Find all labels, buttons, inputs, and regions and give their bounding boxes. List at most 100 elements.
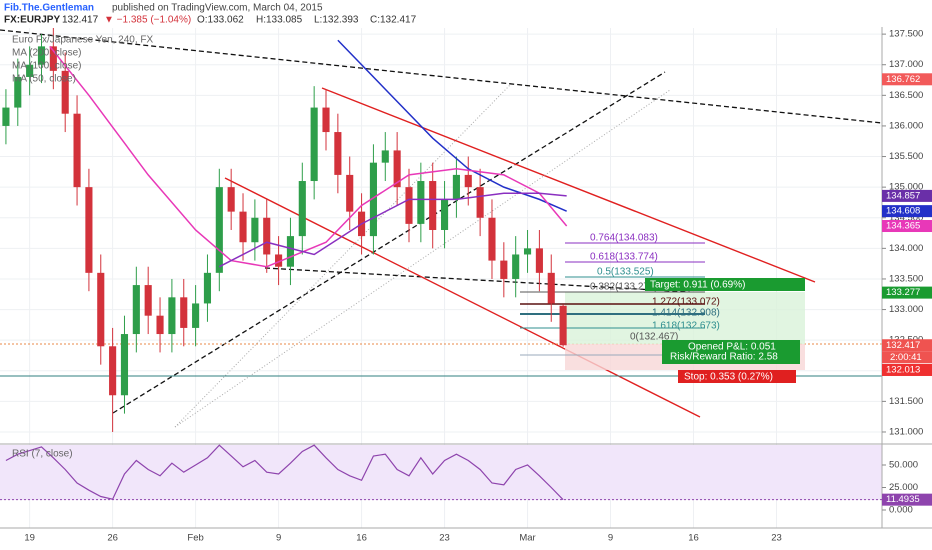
- pnl-box: [662, 340, 800, 364]
- rsi-band: [0, 445, 882, 500]
- candle-body: [239, 211, 247, 243]
- candle-body: [275, 254, 283, 267]
- trend-line: [0, 29, 883, 124]
- stop-label: Stop: 0.353 (0.27%): [684, 372, 773, 383]
- trend-line: [264, 267, 691, 293]
- candle-body: [429, 181, 437, 230]
- y-tick-label: 137.000: [889, 59, 923, 70]
- close: C:132.417: [370, 15, 417, 26]
- price-tag-label: 133.277: [886, 287, 920, 298]
- rsi-line: [5, 444, 564, 501]
- pnl-label: Opened P&L: 0.051: [688, 342, 776, 353]
- countdown-tag: [882, 351, 932, 364]
- candle-body: [132, 285, 140, 335]
- candle-body: [215, 187, 223, 273]
- candle-body: [452, 174, 460, 200]
- low: L:132.393: [314, 15, 359, 26]
- target-box: [645, 278, 805, 291]
- price-tag: [882, 220, 932, 233]
- fan-line: [174, 89, 671, 428]
- fib-label: 0.5(133.525): [597, 267, 654, 278]
- candle-body: [49, 46, 57, 71]
- stop-box: [678, 370, 796, 383]
- change: ▼ −1.385 (−1.04%): [104, 15, 191, 26]
- y-tick-label: 133.000: [889, 304, 923, 315]
- marks: [2, 28, 568, 501]
- rsi-tag-label: 11.4935: [886, 494, 920, 505]
- countdown: 2:00:41: [890, 352, 922, 363]
- trend-line: [112, 71, 666, 414]
- price-tag: [882, 73, 932, 86]
- candle-body: [203, 272, 212, 304]
- candle-body: [37, 46, 46, 65]
- candle-body: [405, 187, 413, 224]
- candle-body: [109, 346, 117, 396]
- candle-body: [535, 248, 543, 273]
- x-tick-label: Mar: [519, 533, 535, 544]
- candle-body: [322, 107, 330, 133]
- candle-body: [227, 187, 235, 212]
- x-tick-label: 23: [771, 533, 782, 544]
- rsi-legend: RSI (7, close): [12, 449, 73, 460]
- channel-line: [321, 87, 816, 283]
- price-tag: [882, 189, 932, 202]
- candle-body: [85, 187, 93, 273]
- candle-body: [14, 76, 22, 108]
- rsi-tag: [882, 493, 932, 506]
- y-tick-label: 135.500: [889, 151, 923, 162]
- price-tag-label: 132.417: [886, 340, 920, 351]
- y-tick-label: 133.500: [889, 273, 923, 284]
- rr-label: Risk/Reward Ratio: 2.58: [670, 352, 778, 363]
- candle-body: [2, 107, 10, 126]
- open: O:133.062: [197, 15, 244, 26]
- legend-entry: MA (50, close): [12, 74, 76, 85]
- candle-body: [369, 162, 377, 237]
- price-tag-label: 134.608: [886, 206, 920, 217]
- candle-body: [156, 315, 164, 335]
- x-tick-label: 23: [439, 533, 450, 544]
- y-tick-label: 131.000: [889, 426, 923, 437]
- fib-label: 1.618(132.673): [652, 321, 720, 332]
- x-tick-label: 19: [24, 533, 35, 544]
- candle-body: [393, 150, 401, 188]
- y-tick-label: 0.000: [889, 505, 913, 516]
- x-tick-label: 16: [356, 533, 367, 544]
- candle-body: [464, 174, 472, 188]
- ma-line: [49, 45, 568, 268]
- price-tag-label: 134.857: [886, 190, 920, 201]
- candle-body: [61, 70, 69, 114]
- y-tick-label: 131.500: [889, 396, 923, 407]
- fib-label: 1.272(133.072): [652, 297, 720, 308]
- candle-body: [286, 236, 294, 267]
- y-tick-label: 137.500: [889, 29, 923, 40]
- price-tag: [882, 339, 932, 352]
- target-zone: [565, 292, 805, 344]
- target-label: Target: 0.911 (0.69%): [650, 280, 745, 291]
- candle-body: [417, 181, 425, 224]
- y-tick-label: 25.000: [889, 482, 918, 493]
- fib-label: 0.764(134.083): [590, 233, 658, 244]
- price-tag: [882, 205, 932, 218]
- legend-entry: MA (200, close): [12, 48, 81, 59]
- x-tick-label: Feb: [187, 533, 203, 544]
- candle-body: [310, 107, 318, 182]
- candle-body: [559, 305, 567, 346]
- symbol: FX:EURJPY: [4, 15, 60, 26]
- y-tick-label: 50.000: [889, 460, 918, 471]
- price-tag-label: 132.013: [886, 364, 920, 375]
- x-tick-label: 9: [608, 533, 613, 544]
- price-tag-label: 136.762: [886, 74, 920, 85]
- candle-body: [298, 181, 306, 237]
- ma-line: [337, 39, 567, 212]
- candle-body: [346, 174, 354, 212]
- candle-body: [73, 113, 81, 188]
- candle-body: [488, 217, 496, 261]
- fib-label: 0(132.467): [630, 332, 678, 343]
- candle-body: [334, 132, 342, 175]
- header-bg: [0, 0, 932, 27]
- price-tag-label: 134.365: [886, 221, 920, 232]
- price: 132.417: [62, 15, 99, 26]
- legend-symbol: Euro Fx/Japanese Yen, 240, FX: [12, 35, 154, 46]
- author[interactable]: Fib.The.Gentleman: [4, 3, 94, 14]
